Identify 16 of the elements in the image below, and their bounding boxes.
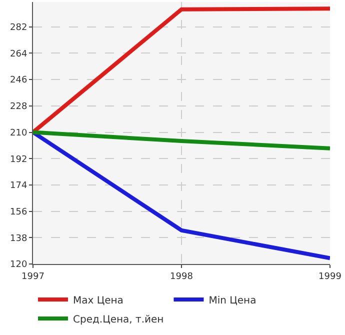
y-tick-label: 210 xyxy=(10,128,28,138)
legend-label: Max Цена xyxy=(73,295,124,306)
y-tick-label: 120 xyxy=(10,260,28,270)
x-tick-label: 1999 xyxy=(318,272,342,282)
y-tick-label: 282 xyxy=(10,23,28,34)
x-tick-label: 1997 xyxy=(22,272,44,282)
y-tick-label: 174 xyxy=(10,181,28,192)
y-tick-label: 246 xyxy=(10,76,28,86)
legend-label: Сред.Цена, т.йен xyxy=(73,314,164,326)
legend-label: Min Цена xyxy=(208,295,256,306)
y-tick-label: 192 xyxy=(10,154,28,165)
y-tick-label: 138 xyxy=(10,234,28,244)
y-tick-label: 156 xyxy=(10,207,28,218)
y-tick-label: 228 xyxy=(10,102,28,112)
y-tick-label: 264 xyxy=(10,49,28,60)
x-tick-label: 1998 xyxy=(170,272,194,282)
